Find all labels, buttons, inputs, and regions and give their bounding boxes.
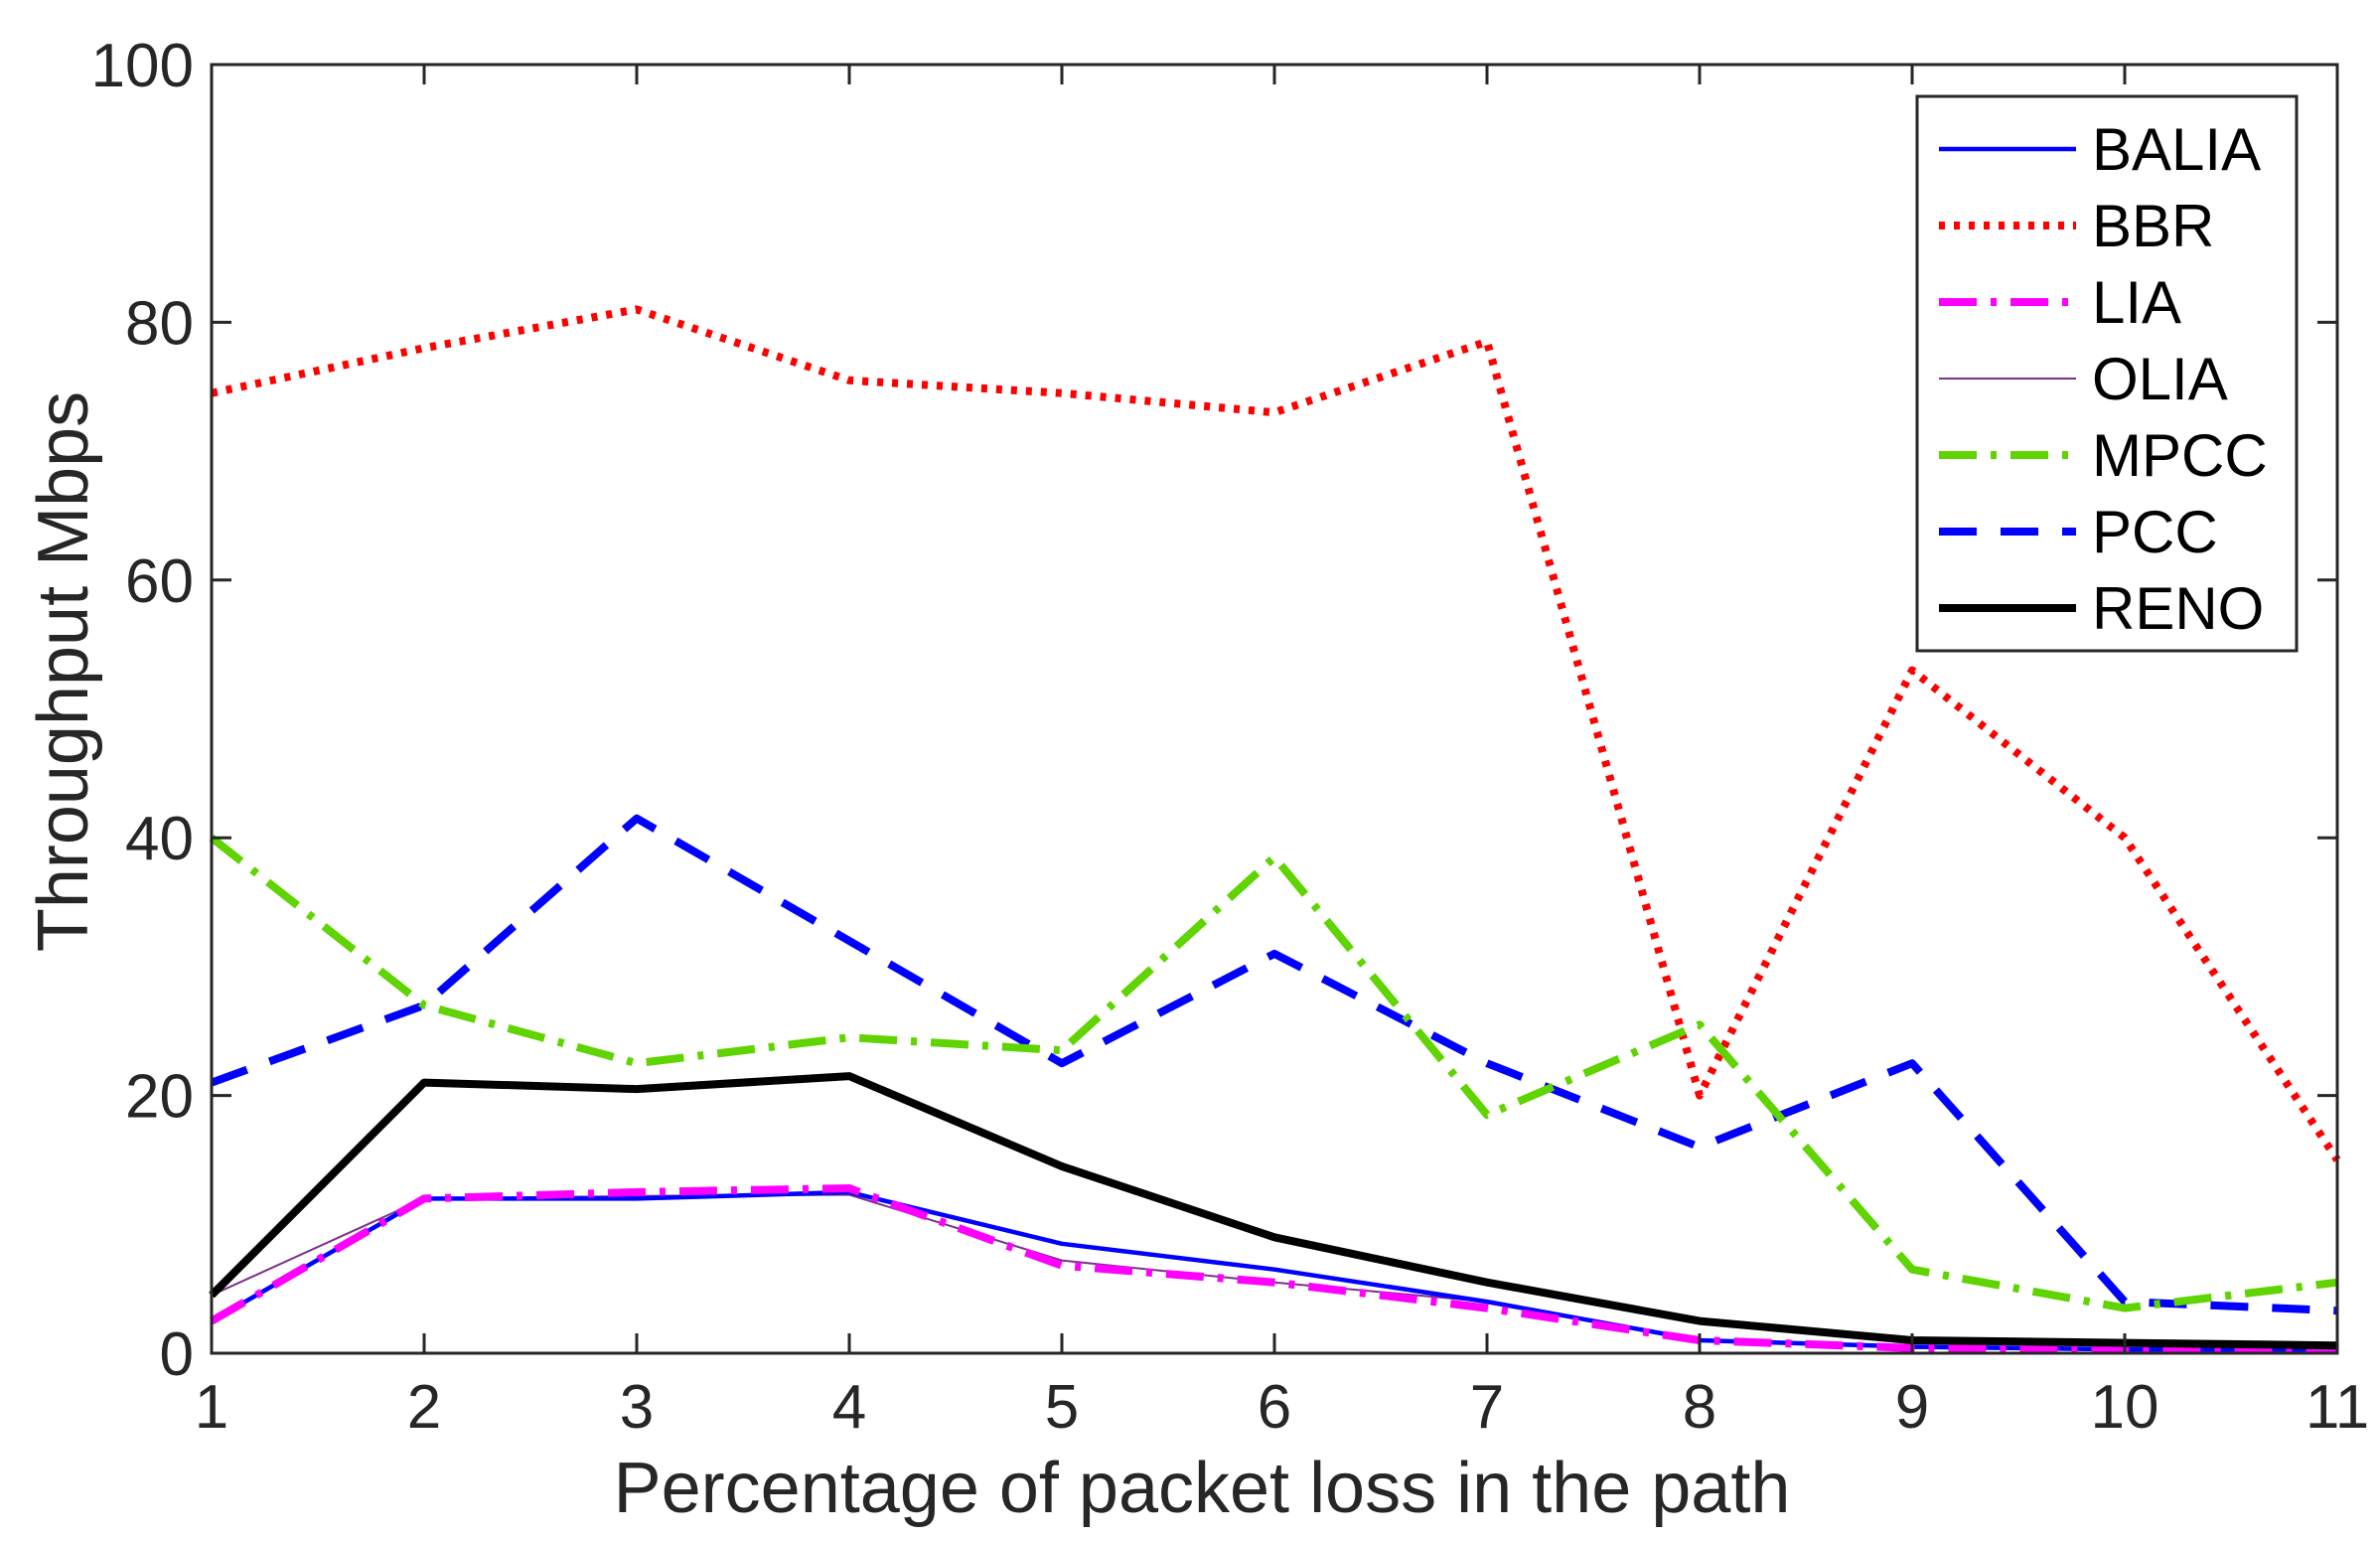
- series-line-pcc: [210, 814, 2338, 1315]
- y-axis-title: Throughput Mbps: [24, 391, 103, 952]
- tick-labels: 1 2 3 4 5 6 7 8 9 10 11 0 20 40 60 80 100: [91, 32, 2370, 1442]
- x-tick-label: 1: [195, 1373, 228, 1442]
- legend-label-balia: BALIA: [2092, 116, 2261, 183]
- y-tick-label: 20: [125, 1063, 194, 1132]
- legend-label-bbr: BBR: [2092, 193, 2214, 259]
- y-tick-label: 100: [91, 32, 194, 100]
- legend: BALIA BBR LIA OLIA MPCC PCC RENO: [1915, 94, 2299, 653]
- series-lines: [209, 305, 2341, 1355]
- series-line-bbr: [211, 305, 2341, 1162]
- series-line-lia: [210, 1184, 2337, 1355]
- x-tick-label: 2: [407, 1373, 441, 1442]
- x-tick-label: 11: [2306, 1373, 2369, 1442]
- x-axis-title: Percentage of packet loss in the path: [614, 1449, 1791, 1528]
- y-tick-label: 40: [125, 805, 194, 873]
- legend-label-olia: OLIA: [2092, 346, 2228, 412]
- axes: [210, 63, 2339, 1355]
- x-tick-label: 7: [1470, 1373, 1504, 1442]
- series-line-reno: [209, 1072, 2338, 1350]
- y-tick-label: 60: [125, 547, 194, 616]
- legend-label-reno: RENO: [2092, 575, 2264, 642]
- series-line-mpcc: [209, 835, 2338, 1312]
- x-tick-label: 6: [1258, 1373, 1291, 1442]
- y-tick-label: 0: [160, 1320, 194, 1389]
- x-tick-label: 10: [2091, 1373, 2159, 1442]
- legend-box: [1915, 94, 2299, 653]
- legend-label-lia: LIA: [2092, 269, 2181, 336]
- x-tick-label: 4: [832, 1373, 866, 1442]
- x-tick-label: 8: [1683, 1373, 1716, 1442]
- legend-label-mpcc: MPCC: [2092, 422, 2268, 489]
- x-tick-label: 9: [1895, 1373, 1929, 1442]
- x-tick-label: 5: [1045, 1373, 1079, 1442]
- y-tick-label: 80: [125, 289, 194, 358]
- legend-label-pcc: PCC: [2092, 499, 2218, 565]
- x-tick-label: 3: [620, 1373, 654, 1442]
